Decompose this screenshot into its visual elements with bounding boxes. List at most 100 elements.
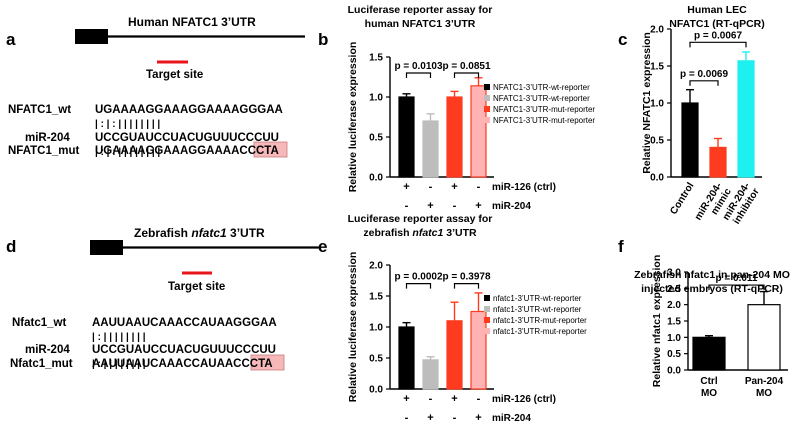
p-value-label: p = 0.0067 (694, 30, 743, 41)
y-tick-label: 0.5 (369, 133, 383, 144)
sequence: AAUUAAUCAAACCAUAAGGGAA (92, 317, 277, 329)
gene-exon-box (90, 240, 123, 255)
pairing-marks: | : | | | | | | | | (92, 359, 146, 370)
bar (747, 304, 781, 371)
y-tick-label: 0.0 (369, 173, 383, 184)
significance-bracket (453, 283, 480, 289)
y-tick-label: 1.5 (667, 317, 681, 328)
y-axis-label: Relative luciferase expression (347, 42, 359, 193)
p-value-label: p = 0.0002 (394, 272, 443, 283)
condition-sign: - (477, 393, 481, 405)
category-label: miR-204-inhibitor (721, 181, 762, 229)
legend-label: nfatc1-3’UTR-mut-reporter (493, 316, 587, 325)
legend-swatch (484, 317, 490, 323)
chart-e: Luciferase reporter assay for zebrafish n… (347, 213, 587, 424)
legend-swatch (484, 328, 490, 334)
seq-name: miR-204 (25, 344, 70, 356)
y-tick-label: 3.0 (667, 268, 681, 279)
condition-sign: - (453, 412, 457, 424)
panel-a: a Human NFATC1 3’UTR Target site NFATC1_… (6, 15, 305, 158)
bar (446, 96, 463, 178)
target-site-label-a: Target site (146, 69, 203, 81)
bar (470, 310, 487, 390)
chart-b: Luciferase reporter assay for human NFATC… (347, 4, 595, 212)
mutation-highlight (250, 354, 285, 371)
significance-bracket (405, 72, 432, 78)
panel-letter-d: d (6, 237, 16, 256)
bar (422, 359, 439, 390)
seq-name: NFATC1_wt (8, 104, 71, 116)
condition-label: miR-204 (492, 201, 531, 212)
y-tick-label: 0.5 (667, 349, 681, 360)
target-site-label-d: Target site (168, 281, 225, 293)
bar (398, 96, 415, 178)
y-tick-label: 1.0 (369, 323, 383, 334)
y-tick-label: 2.0 (667, 300, 681, 311)
legend-label: nfatc1-3’UTR-mut-reporter (493, 327, 587, 336)
y-tick-label: 0.5 (369, 354, 383, 365)
legend-label: NFATC1-3’UTR-wt-reporter (493, 94, 590, 103)
sequence: UCCGUAUCCUACUGUUUCCCUU (95, 132, 279, 144)
seq-name: NFATC1_mut (8, 145, 80, 157)
chart-title: Human LEC NFATC1 (RT-qPCR) (669, 4, 764, 30)
p-value-label: p = 0.0851 (442, 61, 491, 72)
y-tick-label: 2.5 (667, 284, 681, 295)
condition-sign: + (403, 393, 409, 405)
chart-f: Zebrafish nfatc1 in pan-204 MO injected e… (634, 255, 790, 399)
significance-bracket (689, 80, 719, 86)
condition-label: miR-126 (ctrl) (492, 394, 556, 405)
chart-title: Zebrafish nfatc1 in pan-204 MO injected e… (634, 269, 790, 295)
chart-title: Luciferase reporter assay for human NFATC… (348, 4, 493, 30)
legend-swatch (484, 95, 490, 101)
panel-letter-f: f (618, 237, 624, 256)
panel-letter-a: a (6, 30, 16, 49)
p-value-label: p = 0.0103 (394, 61, 443, 72)
condition-sign: + (475, 200, 481, 212)
legend-swatch (484, 106, 490, 112)
legend-swatch (484, 117, 490, 123)
condition-sign: + (475, 412, 481, 424)
sequence: UGAAAAGGAAAGGAAAACCCTA (95, 145, 279, 157)
legend-label: nfatc1-3’UTR-wt-reporter (493, 305, 582, 314)
bar (398, 326, 415, 390)
legend-swatch (484, 306, 490, 312)
y-tick-label: 1.5 (650, 62, 664, 73)
condition-sign: + (451, 181, 457, 193)
y-axis-label: Relative nfatc1 expression (651, 255, 663, 387)
legend-swatch (484, 295, 490, 301)
condition-sign: + (427, 412, 433, 424)
y-tick-label: 0.0 (667, 366, 681, 377)
sequence: UGAAAAGGAAAGGAAAAGGGAA (95, 104, 283, 116)
condition-label: miR-126 (ctrl) (492, 182, 556, 193)
y-axis-label: Relative NFATC1 expression (641, 32, 653, 174)
condition-label: miR-204 (492, 413, 531, 424)
mutation-highlight (253, 141, 288, 158)
significance-bracket (708, 284, 765, 291)
y-tick-label: 0.0 (369, 385, 383, 396)
legend-label: NFATC1-3’UTR-mut-reporter (493, 105, 595, 114)
bar (681, 102, 699, 178)
significance-bracket (453, 72, 480, 78)
y-tick-label: 1.0 (650, 99, 664, 110)
sequence: UCCGUAUCCUACUGUUUCCCUU (92, 344, 276, 356)
condition-sign: - (477, 181, 481, 193)
category-label: Pan-204 MO (745, 376, 784, 399)
condition-sign: - (429, 181, 433, 193)
condition-sign: - (429, 393, 433, 405)
bar (422, 120, 439, 178)
bar (737, 60, 755, 178)
y-tick-label: 0.5 (650, 136, 664, 147)
sequence: AAUUAAUCAAACCAUAACCCTA (92, 358, 273, 370)
y-tick-label: 2.0 (369, 261, 383, 272)
gene-title-d: Zebrafish nfatc1 3’UTR (134, 226, 265, 240)
panel-letter-e: e (318, 237, 327, 256)
legend-label: NFATC1-3’UTR-wt-reporter (493, 83, 590, 92)
y-tick-label: 0.0 (650, 173, 664, 184)
category-label: Ctrl MO (700, 376, 717, 399)
gene-exon-box (75, 29, 108, 44)
y-tick-label: 1.0 (667, 333, 681, 344)
pairing-marks: | : | : | | | | | | | | (95, 119, 160, 130)
y-tick-label: 2.0 (650, 25, 664, 36)
condition-sign: - (405, 200, 409, 212)
